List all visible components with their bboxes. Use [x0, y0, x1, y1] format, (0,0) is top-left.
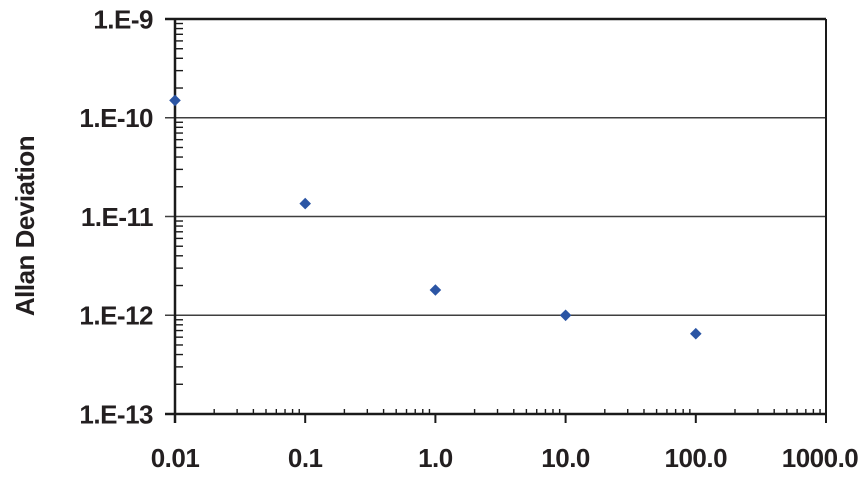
x-tick-label: 0.01 [151, 443, 200, 473]
data-point-marker [299, 197, 311, 210]
y-tick-label: 1.E-9 [93, 4, 153, 34]
x-tick-label: 1000.0 [782, 443, 859, 473]
y-axis-title: Allan Deviation [10, 136, 40, 316]
tick-layer [174, 22, 827, 423]
data-point-marker [559, 309, 572, 322]
tick-label-layer: 1.E-9 1.E-10 1.E-11 1.E-12 1.E-13 0.01 0.1 1.0 1… [79, 4, 858, 473]
y-tick-label: 1.E-13 [79, 399, 153, 429]
gridline-layer [165, 17, 827, 423]
data-point-marker [169, 94, 181, 107]
y-tick-label: 1.E-11 [81, 202, 153, 232]
x-tick-label: 0.1 [288, 443, 323, 473]
x-tick-label: 10.0 [541, 443, 590, 473]
x-tick-label: 100.0 [665, 443, 728, 473]
y-tick-label: 1.E-12 [79, 301, 153, 331]
data-point-marker [690, 327, 702, 340]
data-point-marker [429, 284, 442, 296]
y-tick-label: 1.E-10 [79, 103, 153, 133]
x-tick-label: 1.0 [418, 443, 453, 473]
